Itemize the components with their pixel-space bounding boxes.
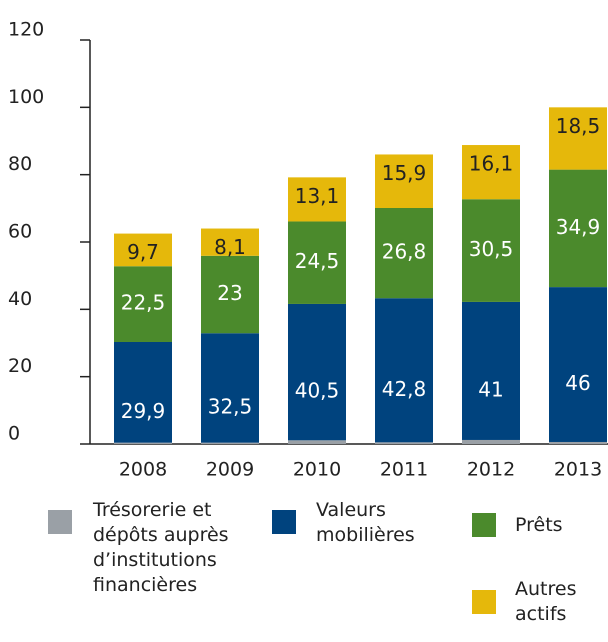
bar-segment <box>375 207 433 299</box>
bar-segment <box>201 333 259 443</box>
value-label: 46 <box>565 371 590 395</box>
bar-segment <box>375 154 433 208</box>
bar-segment <box>288 177 346 222</box>
value-label: 16,1 <box>469 152 514 176</box>
value-label: 42,8 <box>382 377 427 401</box>
bar-segment <box>114 266 172 342</box>
x-tick-label: 2008 <box>119 459 167 481</box>
bar-segment <box>462 199 520 302</box>
x-tick-label: 2011 <box>380 459 428 481</box>
y-tick-label: 100 <box>8 86 44 108</box>
y-tick-label: 0 <box>8 423 20 445</box>
bar-segment <box>462 145 520 200</box>
x-tick-label: 2009 <box>206 459 254 481</box>
legend-swatch <box>472 513 496 537</box>
legend-swatch <box>272 510 296 534</box>
bar-segment <box>288 303 346 441</box>
value-label: 41 <box>478 377 503 401</box>
bar-segment <box>288 440 346 444</box>
bar-segment <box>462 301 520 440</box>
x-tick-label: 2010 <box>293 459 341 481</box>
value-label: 22,5 <box>121 291 166 315</box>
value-label: 9,7 <box>127 240 159 264</box>
y-tick-label: 20 <box>8 355 32 377</box>
value-label: 34,9 <box>556 215 601 239</box>
value-label: 24,5 <box>295 249 340 273</box>
value-label: 26,8 <box>382 240 427 264</box>
bar-segment <box>549 169 607 288</box>
legend-label: Prêts <box>515 514 563 536</box>
legend-label: Trésorerie et dépôts auprès d’institutio… <box>93 499 229 596</box>
value-label: 18,5 <box>556 114 601 138</box>
legend-swatch <box>48 510 72 534</box>
bar-segment <box>114 442 172 444</box>
value-label: 23 <box>217 281 242 305</box>
bar-segment <box>288 221 346 304</box>
legend-label: Valeurs mobilières <box>316 499 415 546</box>
bar-segment <box>462 439 520 444</box>
bar-segment <box>549 441 607 444</box>
bar-segment <box>201 442 259 444</box>
x-tick-label: 2013 <box>554 459 602 481</box>
bar-segment <box>201 255 259 334</box>
y-tick-label: 60 <box>8 221 32 243</box>
value-label: 29,9 <box>121 399 166 423</box>
bar-segment <box>114 341 172 443</box>
value-label: 15,9 <box>382 161 427 185</box>
value-label: 32,5 <box>208 394 253 418</box>
value-label: 30,5 <box>469 237 514 261</box>
bar-segment <box>549 107 607 170</box>
legend-label: Autres actifs <box>515 578 577 625</box>
value-label: 40,5 <box>295 379 340 403</box>
bar-segment <box>375 298 433 443</box>
legend-swatch <box>472 590 496 614</box>
bar-segment <box>549 287 607 442</box>
y-tick-label: 80 <box>8 153 32 175</box>
bar-segment <box>375 442 433 444</box>
y-tick-label: 40 <box>8 288 32 310</box>
value-label: 8,1 <box>214 235 246 259</box>
bar-segment <box>114 233 172 267</box>
y-tick-label: 120 <box>8 19 44 41</box>
x-tick-label: 2012 <box>467 459 515 481</box>
value-label: 13,1 <box>295 184 340 208</box>
bar-segment <box>201 228 259 256</box>
